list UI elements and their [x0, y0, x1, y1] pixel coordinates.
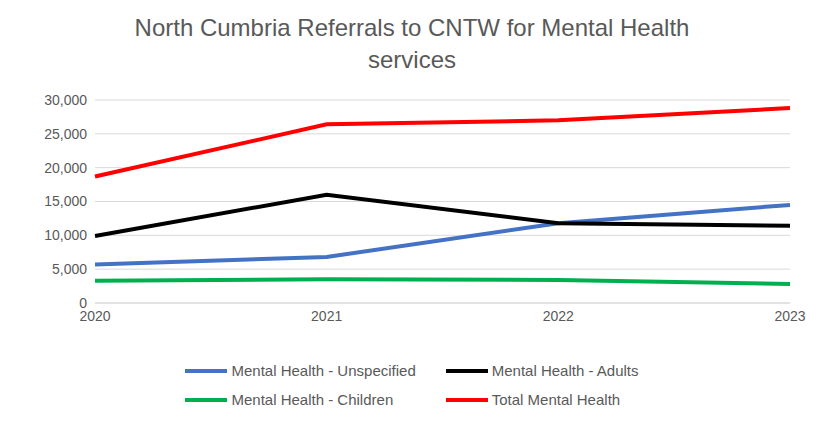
svg-text:30,000: 30,000 — [44, 92, 87, 108]
svg-text:2020: 2020 — [79, 307, 111, 324]
svg-text:15,000: 15,000 — [44, 193, 87, 209]
html-text:Total Mental Health: Total Mental Health — [491, 391, 621, 408]
svg-text:0: 0 — [79, 295, 87, 311]
svg-text:20,000: 20,000 — [44, 160, 87, 176]
svg-text:25,000: 25,000 — [44, 126, 87, 142]
html-text:Mental Health - Children: Mental Health - Children — [231, 391, 394, 408]
svg-text:10,000: 10,000 — [44, 227, 87, 243]
svg-text:5,000: 5,000 — [52, 261, 87, 277]
html-text:North Cumbria Referrals to CNT: North Cumbria Referrals to CNTW for Ment… — [134, 14, 690, 73]
html-text:Mental Health - Unspecified: Mental Health - Unspecified — [231, 362, 416, 379]
svg-text:2022: 2022 — [543, 308, 574, 324]
html-text:Mental Health - Adults: Mental Health - Adults — [491, 362, 639, 379]
svg-text:2021: 2021 — [311, 308, 342, 324]
svg-text:2023: 2023 — [774, 308, 805, 324]
